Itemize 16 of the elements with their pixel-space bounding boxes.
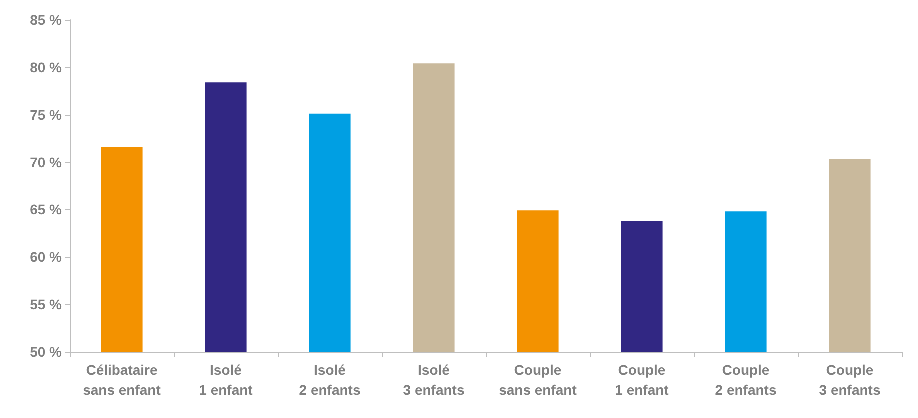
- x-tick-label: Couple 1 enfant: [615, 362, 670, 398]
- y-tick-label: 55 %: [30, 296, 63, 313]
- x-tick-label: Couple 2 enfants: [715, 362, 777, 398]
- x-tick-label: Isolé 2 enfants: [299, 362, 361, 398]
- y-tick-label: 65 %: [30, 202, 63, 218]
- x-tick-label: Couple 3 enfants: [819, 362, 881, 398]
- x-tick-label: Isolé 3 enfants: [403, 362, 465, 398]
- y-tick-label: 85 %: [30, 12, 63, 28]
- y-tick-label: 70 %: [30, 154, 63, 170]
- y-tick-label: 60 %: [30, 249, 63, 266]
- x-tick-label: Couple sans enfant: [499, 362, 578, 398]
- y-tick-label: 80 %: [30, 59, 63, 76]
- y-tick-label: 75 %: [30, 106, 63, 123]
- x-tick-label: Célibataire sans enfant: [83, 362, 162, 398]
- x-tick-label: Isolé 1 enfant: [199, 362, 254, 398]
- y-tick-label: 50 %: [30, 344, 63, 360]
